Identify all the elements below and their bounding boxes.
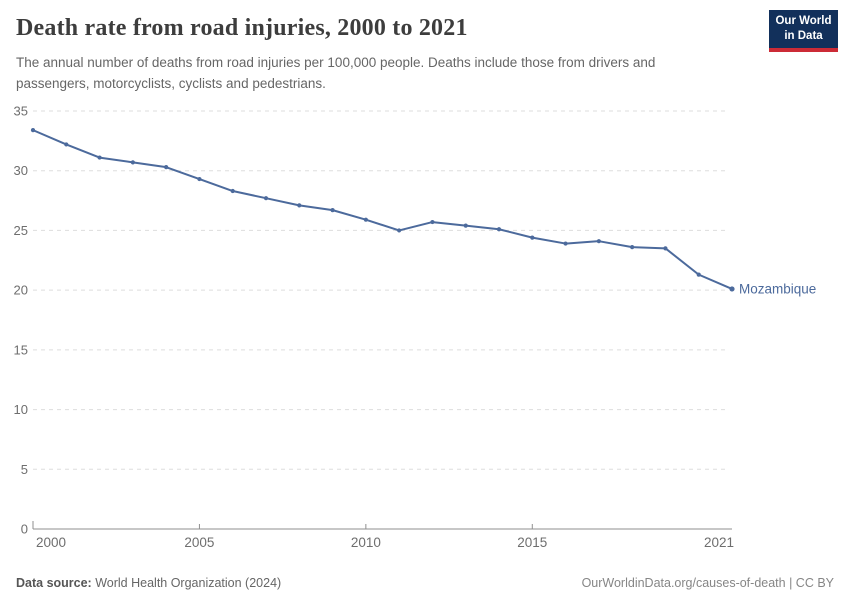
y-tick-label-35: 35 xyxy=(14,104,28,119)
x-tick-label-2005: 2005 xyxy=(184,535,214,550)
data-source-value: World Health Organization (2024) xyxy=(95,576,282,590)
data-point-2004[interactable] xyxy=(164,165,169,170)
data-point-2000[interactable] xyxy=(30,128,36,133)
data-point-2012[interactable] xyxy=(430,219,435,225)
credit-link[interactable]: OurWorldinData.org/causes-of-death | CC … xyxy=(581,576,834,590)
data-point-2002[interactable] xyxy=(97,155,102,160)
y-tick-label-5: 5 xyxy=(21,462,28,477)
data-point-2003[interactable] xyxy=(130,160,135,165)
chart-footer: Data source: World Health Organization (… xyxy=(16,576,834,590)
data-source-label: Data source: xyxy=(16,576,92,590)
owid-logo-line2: in Data xyxy=(784,30,823,42)
x-tick-label-2015: 2015 xyxy=(517,535,547,550)
data-point-2006[interactable] xyxy=(230,188,235,194)
y-tick-label-25: 25 xyxy=(14,223,28,238)
data-point-2014[interactable] xyxy=(496,227,502,232)
page-title: Death rate from road injuries, 2000 to 2… xyxy=(16,15,468,41)
x-tick-label-2021: 2021 xyxy=(704,535,734,550)
x-tick-label-2010: 2010 xyxy=(351,535,381,550)
owid-logo-line1: Our World xyxy=(775,15,832,28)
series-end-label: Mozambique xyxy=(739,281,816,296)
data-point-2015[interactable] xyxy=(530,235,535,240)
data-point-2013[interactable] xyxy=(463,223,468,228)
data-point-2007[interactable] xyxy=(263,196,269,201)
y-tick-label-30: 30 xyxy=(14,163,28,178)
y-tick-label-20: 20 xyxy=(14,283,28,298)
data-source: Data source: World Health Organization (… xyxy=(16,576,281,590)
data-point-2008[interactable] xyxy=(297,203,302,208)
data-point-2021[interactable] xyxy=(729,286,735,292)
y-tick-label-10: 10 xyxy=(14,402,28,417)
series-line-mozambique[interactable] xyxy=(32,129,733,290)
data-point-2005[interactable] xyxy=(197,176,202,182)
data-point-2016[interactable] xyxy=(563,241,568,246)
data-point-2011[interactable] xyxy=(397,228,402,233)
data-point-2017[interactable] xyxy=(596,239,601,244)
data-point-2018[interactable] xyxy=(630,245,635,250)
x-tick-label-2000: 2000 xyxy=(36,535,66,550)
chart-subtitle: The annual number of deaths from road in… xyxy=(16,54,656,91)
data-point-2009[interactable] xyxy=(330,208,335,213)
data-point-2001[interactable] xyxy=(64,142,69,147)
data-point-2010[interactable] xyxy=(363,217,368,222)
data-point-2019[interactable] xyxy=(663,246,668,251)
owid-logo[interactable]: Our World in Data xyxy=(769,10,838,52)
chart-header: Death rate from road injuries, 2000 to 2… xyxy=(16,14,750,95)
y-tick-label-0: 0 xyxy=(21,522,28,537)
y-tick-label-15: 15 xyxy=(14,342,28,357)
data-point-2020[interactable] xyxy=(696,272,701,277)
